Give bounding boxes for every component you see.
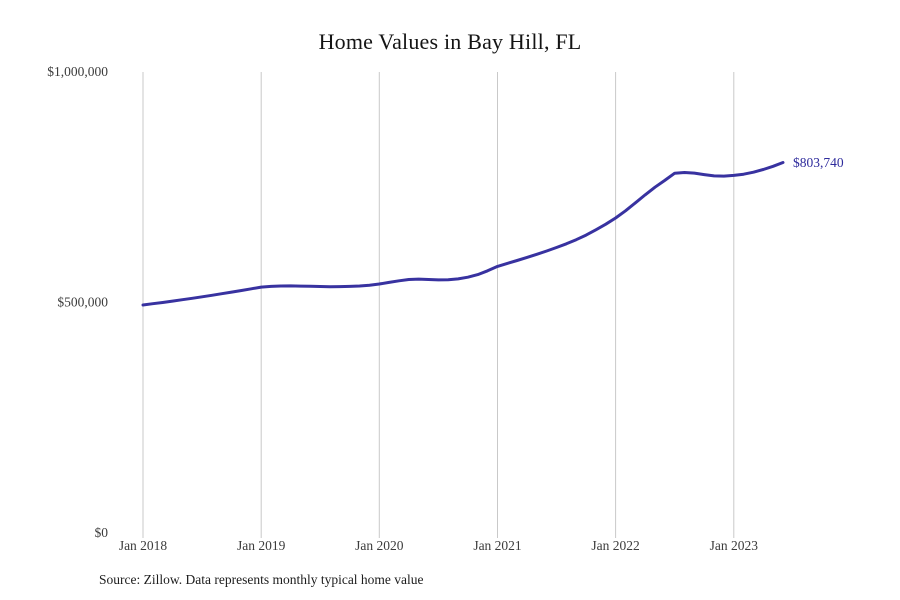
- chart-title: Home Values in Bay Hill, FL: [318, 29, 582, 54]
- x-tick-label: Jan 2023: [710, 538, 759, 553]
- y-tick-label: $1,000,000: [47, 64, 108, 79]
- end-value-label: $803,740: [793, 155, 844, 170]
- x-tick-label: Jan 2019: [237, 538, 286, 553]
- y-tick-label: $0: [95, 525, 109, 540]
- home-value-line: [141, 161, 785, 307]
- y-tick-label: $500,000: [57, 295, 108, 310]
- source-note: Source: Zillow. Data represents monthly …: [99, 572, 424, 587]
- x-tick-label: Jan 2018: [119, 538, 168, 553]
- x-tick-label: Jan 2021: [473, 538, 521, 553]
- x-tick-label: Jan 2022: [591, 538, 639, 553]
- x-tick-label: Jan 2020: [355, 538, 404, 553]
